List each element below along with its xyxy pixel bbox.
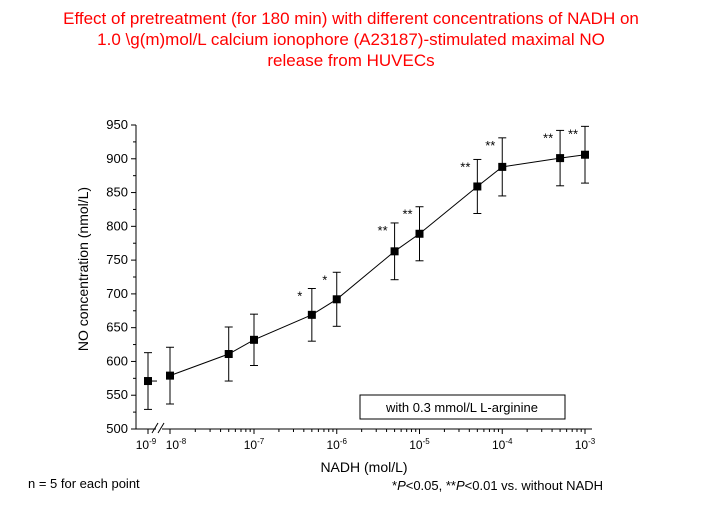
chart-title-line-1: Effect of pretreatment (for 180 min) wit… bbox=[63, 9, 639, 28]
footnote-sample-size: n = 5 for each point bbox=[28, 476, 140, 491]
significance-label: ** bbox=[378, 223, 388, 238]
x-tick-label: 10-6 bbox=[327, 437, 348, 452]
significance-label: * bbox=[322, 272, 327, 287]
data-marker bbox=[473, 182, 482, 191]
data-marker bbox=[498, 162, 507, 171]
y-tick-label: 750 bbox=[106, 252, 128, 267]
y-tick-label: 700 bbox=[106, 286, 128, 301]
footnote-p1-italic: P bbox=[397, 478, 406, 493]
data-point: ** bbox=[402, 206, 424, 262]
significance-label: ** bbox=[485, 138, 495, 153]
data-marker bbox=[224, 350, 233, 359]
y-tick-label: 900 bbox=[106, 151, 128, 166]
x-tick-label: 10-8 bbox=[166, 437, 187, 452]
data-marker bbox=[581, 150, 589, 159]
significance-label: ** bbox=[460, 159, 470, 174]
legend-box-text: with 0.3 mmol/L L-arginine bbox=[385, 400, 538, 415]
chart-title-line-3: release from HUVECs bbox=[267, 51, 435, 70]
y-axis-label: NO concentration (nmol/L) bbox=[75, 187, 91, 351]
data-marker bbox=[332, 295, 341, 304]
footnote-p1-prefix: * bbox=[392, 478, 398, 493]
legend-box bbox=[359, 394, 566, 420]
data-marker bbox=[250, 335, 258, 344]
data-marker bbox=[144, 377, 152, 386]
x-tick-label: 10-5 bbox=[409, 437, 430, 452]
y-tick-label: 850 bbox=[106, 185, 128, 200]
chart-title-line-2: 1.0 \g(m)mol/L calcium ionophore (A23187… bbox=[97, 30, 605, 49]
data-point bbox=[144, 352, 152, 410]
x-axis-break-mark bbox=[157, 422, 165, 434]
data-point bbox=[224, 326, 233, 382]
data-marker bbox=[166, 371, 174, 380]
data-point: * bbox=[297, 287, 316, 342]
data-marker bbox=[415, 229, 424, 238]
x-axis-break-mark bbox=[151, 422, 159, 434]
y-tick-label: 550 bbox=[106, 387, 128, 402]
data-point: ** bbox=[378, 222, 399, 281]
significance-label: * bbox=[297, 288, 302, 303]
significance-label: ** bbox=[402, 207, 412, 222]
series-line bbox=[169, 154, 586, 377]
chart-title: Effect of pretreatment (for 180 min) wit… bbox=[20, 8, 682, 71]
data-point: ** bbox=[460, 158, 482, 214]
significance-label: ** bbox=[543, 130, 553, 145]
x-tick-label: 10-7 bbox=[244, 437, 265, 452]
data-point: ** bbox=[543, 129, 565, 187]
data-point bbox=[166, 346, 174, 405]
footnote-p1-rest: <0.05, ** bbox=[405, 478, 456, 493]
data-marker bbox=[556, 154, 565, 163]
data-point bbox=[250, 313, 258, 366]
data-point: * bbox=[322, 271, 341, 327]
y-tick-label: 650 bbox=[106, 320, 128, 335]
data-point: ** bbox=[485, 137, 507, 197]
data-marker bbox=[307, 310, 316, 319]
y-tick-label: 500 bbox=[106, 421, 128, 436]
y-tick-label: 800 bbox=[106, 218, 128, 233]
y-tick-label: 600 bbox=[106, 353, 128, 368]
footnote-significance: *P<0.05, **P<0.01 vs. without NADH bbox=[392, 478, 603, 493]
data-point: ** bbox=[568, 125, 589, 184]
footnote-p2-rest: <0.01 vs. without NADH bbox=[464, 478, 604, 493]
x-axis-label: NADH (mol/L) bbox=[320, 459, 407, 475]
x-tick-label: 10-9 bbox=[136, 437, 157, 452]
x-tick-label: 10-4 bbox=[492, 437, 513, 452]
x-tick-label: 10-3 bbox=[575, 437, 596, 452]
footnote-p2-italic: P bbox=[455, 478, 465, 493]
y-tick-label: 950 bbox=[106, 117, 128, 132]
significance-label: ** bbox=[568, 126, 578, 141]
data-marker bbox=[390, 247, 399, 256]
